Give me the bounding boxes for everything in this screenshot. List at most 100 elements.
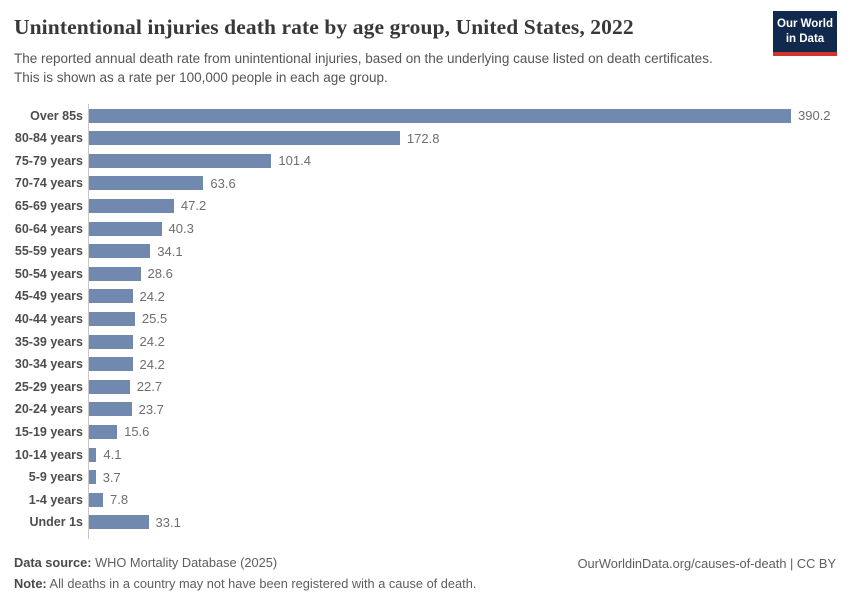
- category-label: 5-9 years: [28, 470, 83, 485]
- chart-row: 75-79 years 101.4: [14, 149, 836, 173]
- bar-cell: 24.2: [88, 330, 836, 353]
- bar: [89, 357, 133, 372]
- bar: [89, 402, 132, 417]
- bar-value-label: 25.5: [141, 311, 168, 327]
- bar-value-label: 24.2: [139, 356, 165, 372]
- bar-chart: Over 85s 390.2 80-84 years 172.8 75-79 y…: [14, 104, 836, 539]
- bar: [89, 176, 204, 191]
- owid-logo[interactable]: Our World in Data: [773, 11, 837, 56]
- data-source-label: Data source:: [14, 554, 92, 570]
- category-label: 15-19 years: [14, 424, 83, 439]
- chart-row: Over 85s 390.2: [14, 104, 836, 127]
- bar-cell: 22.7: [88, 375, 836, 399]
- chart-row: 50-54 years 28.6: [14, 262, 836, 286]
- category-label: 20-24 years: [14, 402, 83, 417]
- bar: [89, 153, 272, 168]
- bar-value-label: 172.8: [406, 130, 440, 146]
- owid-logo-line2: in Data: [785, 32, 825, 45]
- bar: [89, 289, 133, 304]
- chart-row: 65-69 years 47.2: [14, 194, 836, 218]
- bar-value-label: 3.7: [102, 469, 121, 485]
- bar-value-label: 24.2: [139, 334, 165, 350]
- category-label: 1-4 years: [28, 492, 83, 507]
- bar: [89, 244, 151, 259]
- note-value: All deaths in a country may not have bee…: [46, 576, 477, 592]
- category-label: 40-44 years: [14, 311, 83, 326]
- category-label: 75-79 years: [14, 153, 83, 168]
- chart-subtitle: The reported annual death rate from unin…: [14, 51, 713, 86]
- bar-value-label: 7.8: [110, 492, 129, 508]
- bar-cell: 63.6: [88, 172, 836, 195]
- bar-cell: 34.1: [88, 239, 836, 263]
- bar: [89, 379, 130, 394]
- category-label: 65-69 years: [14, 198, 83, 213]
- bar: [89, 266, 141, 281]
- bar: [89, 131, 400, 146]
- bar-cell: 390.2: [88, 104, 836, 127]
- bar-value-label: 4.1: [103, 447, 122, 463]
- bar-cell: 24.2: [88, 285, 836, 308]
- chart-row: 15-19 years 15.6: [14, 420, 836, 444]
- data-source-value: WHO Mortality Database (2025): [91, 554, 278, 570]
- owid-logo-line1: Our World: [777, 18, 834, 30]
- category-label: Under 1s: [29, 515, 84, 530]
- bar-cell: 33.1: [88, 511, 836, 534]
- footer-link[interactable]: OurWorldinData.org/causes-of-death | CC …: [577, 555, 836, 571]
- category-label: 10-14 years: [14, 447, 83, 462]
- bar-cell: 28.6: [88, 262, 836, 286]
- bar: [89, 492, 103, 507]
- bar-cell: 172.8: [88, 126, 836, 150]
- bar: [89, 515, 149, 530]
- note-label: Note:: [14, 576, 47, 592]
- chart-row: 25-29 years 22.7: [14, 375, 836, 399]
- bar: [89, 108, 791, 123]
- category-label: 60-64 years: [14, 221, 83, 236]
- footer-left: Data source: WHO Mortality Database (202…: [14, 552, 476, 596]
- bar-cell: 24.2: [88, 352, 836, 376]
- chart-row: 80-84 years 172.8: [14, 126, 836, 150]
- chart-row: 5-9 years 3.7: [14, 465, 836, 489]
- chart-row: 60-64 years 40.3: [14, 217, 836, 240]
- bar-value-label: 34.1: [157, 243, 183, 259]
- chart-title: Unintentional injuries death rate by age…: [14, 15, 634, 39]
- bar: [89, 334, 133, 349]
- bar-cell: 25.5: [88, 307, 836, 331]
- bar-cell: 40.3: [88, 217, 836, 240]
- bar-cell: 23.7: [88, 398, 836, 421]
- category-label: 30-34 years: [14, 357, 83, 372]
- bar-value-label: 101.4: [278, 153, 311, 169]
- bar-cell: 15.6: [88, 420, 836, 444]
- chart-row: Under 1s 33.1: [14, 511, 836, 534]
- bar-value-label: 15.6: [124, 424, 150, 440]
- category-label: 35-39 years: [14, 334, 83, 349]
- chart-rows: Over 85s 390.2 80-84 years 172.8 75-79 y…: [14, 104, 836, 534]
- chart-row: 1-4 years 7.8: [14, 488, 836, 511]
- chart-row: 55-59 years 34.1: [14, 239, 836, 263]
- chart-footer: Data source: WHO Mortality Database (202…: [14, 552, 836, 596]
- bar-value-label: 63.6: [210, 175, 236, 191]
- chart-row: 70-74 years 63.6: [14, 172, 836, 195]
- bar-value-label: 28.6: [147, 266, 173, 282]
- category-label: 80-84 years: [14, 131, 83, 146]
- bar-cell: 3.7: [88, 465, 836, 489]
- bar-cell: 4.1: [88, 443, 836, 466]
- category-label: 55-59 years: [14, 244, 83, 259]
- axis-line-tail: [88, 533, 836, 539]
- chart-row: 40-44 years 25.5: [14, 307, 836, 331]
- bar-value-label: 23.7: [138, 401, 164, 417]
- bar-cell: 101.4: [88, 149, 836, 173]
- bar-value-label: 40.3: [168, 221, 194, 237]
- bar-value-label: 22.7: [136, 379, 163, 395]
- category-label: 45-49 years: [14, 289, 83, 304]
- chart-row: 30-34 years 24.2: [14, 352, 836, 376]
- bar-cell: 47.2: [88, 194, 836, 218]
- bar: [89, 424, 118, 439]
- data-source-line: Data source: WHO Mortality Database (202…: [14, 552, 476, 574]
- bar: [89, 447, 97, 462]
- chart-row: 20-24 years 23.7: [14, 398, 836, 421]
- bar-value-label: 33.1: [155, 514, 181, 530]
- category-label: 25-29 years: [14, 379, 83, 394]
- bar: [89, 221, 162, 236]
- bar: [89, 311, 135, 326]
